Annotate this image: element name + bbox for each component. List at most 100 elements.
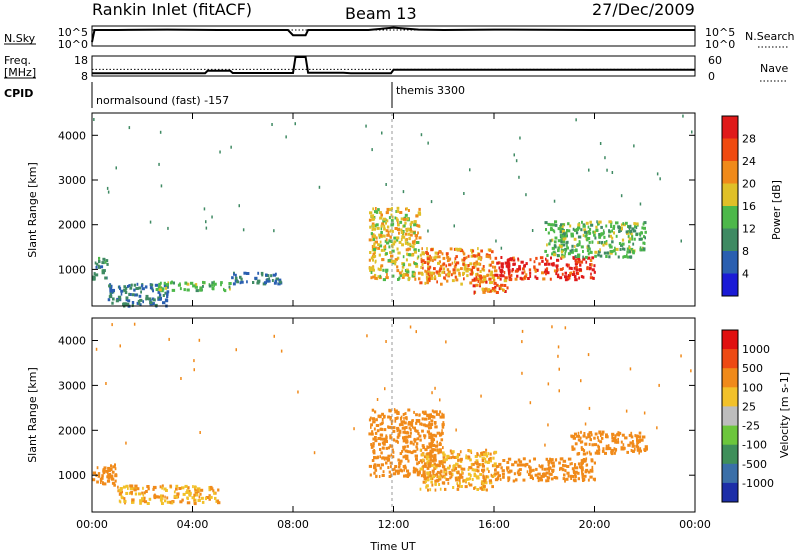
range-gate-cell	[455, 255, 458, 259]
range-gate-cell	[549, 457, 551, 461]
scattered-echo-cell	[611, 171, 614, 174]
range-gate-cell	[481, 457, 485, 461]
range-gate-cell	[450, 273, 453, 277]
range-gate-cell	[119, 500, 122, 504]
range-gate-cell	[438, 448, 442, 452]
range-gate-cell	[372, 227, 376, 231]
range-gate-cell	[246, 272, 250, 275]
range-gate-cell	[427, 478, 430, 482]
range-gate-cell	[120, 289, 124, 293]
range-gate-cell	[516, 471, 519, 475]
range-gate-cell	[369, 473, 372, 477]
range-gate-cell	[598, 235, 601, 239]
range-gate-cell	[619, 247, 622, 251]
range-gate-cell	[561, 468, 565, 472]
scattered-echo-cell	[133, 322, 136, 326]
range-gate-cell	[371, 444, 375, 448]
range-gate-cell	[546, 467, 550, 471]
range-gate-cell	[423, 436, 426, 440]
range-gate-cell	[586, 267, 589, 271]
scattered-echo-cell	[199, 431, 201, 434]
range-gate-cell	[232, 282, 236, 286]
range-gate-cell	[184, 281, 188, 285]
range-gate-cell	[426, 445, 428, 449]
range-gate-cell	[506, 265, 511, 269]
range-gate-cell	[413, 449, 417, 453]
range-gate-cell	[577, 477, 580, 481]
range-gate-cell	[409, 233, 413, 237]
range-gate-cell	[102, 471, 105, 475]
range-gate-cell	[507, 457, 512, 461]
range-gate-cell	[629, 224, 632, 228]
range-gate-cell	[398, 271, 402, 275]
range-gate-cell	[537, 479, 540, 483]
scattered-echo-cell	[273, 229, 275, 233]
range-gate-cell	[549, 472, 553, 476]
range-gate-cell	[438, 260, 441, 264]
range-gate-cell	[228, 285, 231, 289]
range-gate-cell	[547, 222, 551, 226]
range-gate-cell	[426, 257, 430, 261]
range-gate-cell	[516, 463, 520, 467]
freq-right-label: Nave	[760, 62, 788, 75]
range-gate-cell	[441, 413, 445, 417]
range-gate-cell	[430, 419, 434, 423]
range-gate-cell	[389, 235, 392, 239]
range-gate-cell	[480, 256, 482, 260]
range-gate-cell	[176, 492, 180, 496]
range-gate-cell	[577, 452, 581, 455]
range-gate-cell	[371, 459, 375, 462]
range-gate-cell	[544, 270, 548, 274]
range-gate-cell	[504, 276, 508, 280]
range-gate-cell	[574, 255, 577, 259]
range-gate-cell	[588, 267, 591, 271]
range-gate-cell	[98, 264, 100, 268]
range-gate-cell	[402, 430, 406, 434]
range-gate-cell	[574, 262, 578, 266]
range-gate-cell	[580, 228, 583, 232]
range-gate-cell	[441, 252, 444, 256]
range-gate-cell	[395, 210, 397, 213]
range-gate-cell	[624, 436, 628, 440]
range-gate-cell	[138, 302, 141, 306]
range-gate-cell	[446, 279, 449, 283]
range-gate-cell	[394, 262, 397, 266]
range-gate-cell	[496, 273, 499, 277]
range-gate-cell	[396, 217, 398, 220]
range-gate-cell	[570, 250, 574, 254]
range-gate-cell	[518, 460, 523, 464]
range-gate-cell	[581, 220, 583, 224]
range-gate-cell	[433, 421, 437, 424]
range-gate-cell	[375, 418, 378, 422]
colorbar-tick-label: -100	[742, 439, 767, 452]
range-gate-cell	[416, 241, 420, 244]
y-tick-label: 4000	[58, 129, 86, 142]
range-gate-cell	[617, 437, 619, 441]
range-gate-cell	[167, 281, 169, 285]
y-tick-label: 1000	[58, 263, 86, 276]
range-gate-cell	[412, 469, 416, 473]
range-gate-cell	[454, 467, 458, 470]
range-gate-cell	[555, 458, 558, 462]
range-gate-cell	[430, 277, 434, 280]
range-gate-cell	[580, 245, 584, 249]
range-gate-cell	[436, 448, 439, 452]
range-gate-cell	[527, 277, 530, 280]
range-gate-cell	[396, 471, 400, 475]
range-gate-cell	[453, 464, 457, 468]
colorbar-tick-label: 20	[742, 178, 756, 191]
range-gate-cell	[175, 484, 179, 488]
range-gate-cell	[550, 477, 554, 481]
range-gate-cell	[125, 298, 128, 302]
range-gate-cell	[615, 221, 619, 225]
range-gate-cell	[413, 410, 415, 414]
colorbar-swatch	[722, 228, 738, 252]
range-gate-cell	[233, 272, 235, 276]
range-gate-cell	[587, 244, 590, 248]
range-gate-cell	[139, 303, 142, 307]
range-gate-cell	[155, 495, 159, 499]
range-gate-cell	[446, 454, 450, 458]
range-gate-cell	[574, 228, 577, 232]
range-gate-cell	[479, 454, 482, 458]
range-gate-cell	[552, 223, 556, 227]
